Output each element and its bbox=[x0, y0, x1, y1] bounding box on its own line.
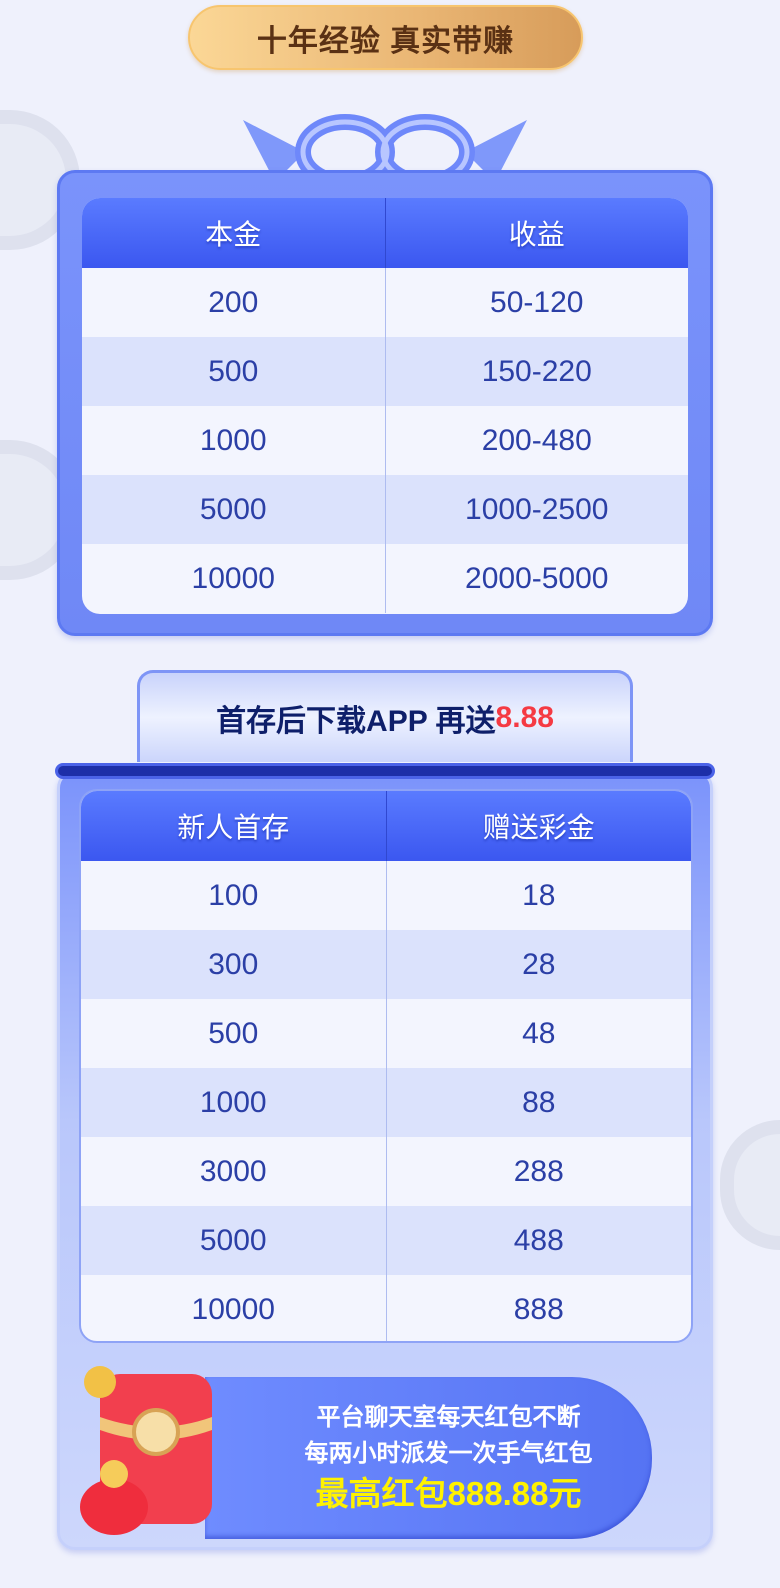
value-cell: 1000-2500 bbox=[465, 492, 609, 526]
principal-returns-table: 本金 收益 200 50-120 500 150-220 1000 200-480 5000… bbox=[82, 198, 688, 614]
amount-cell: 100 bbox=[81, 861, 387, 930]
title-banner: 十年经验 真实带赚 bbox=[188, 5, 583, 70]
value-cell: 2000-5000 bbox=[465, 561, 609, 595]
value-cell: 48 bbox=[522, 1016, 556, 1050]
table-row: 3000 288 bbox=[81, 1137, 691, 1206]
banner-title: 十年经验 真实带赚 bbox=[256, 24, 515, 58]
amount-cell: 500 bbox=[82, 337, 386, 406]
header-principal: 本金 bbox=[82, 198, 386, 268]
table-row: 1000 88 bbox=[81, 1068, 691, 1137]
amount-cell: 1000 bbox=[82, 406, 386, 475]
value-cell: 88 bbox=[522, 1085, 556, 1119]
table-row: 500 48 bbox=[81, 999, 691, 1068]
box-lid bbox=[55, 763, 715, 779]
value-cell: 200-480 bbox=[481, 423, 592, 457]
red-packet-highlight: 最高红包888.88元 bbox=[315, 1475, 582, 1512]
table-row: 5000 488 bbox=[81, 1206, 691, 1275]
amount-cell: 3000 bbox=[81, 1137, 387, 1206]
amount-cell: 500 bbox=[81, 999, 387, 1068]
amount-cell: 200 bbox=[82, 268, 386, 337]
promo-tab: 首存后下载APP 再送 8.88 bbox=[137, 670, 633, 762]
table-row: 300 28 bbox=[81, 930, 691, 999]
value-cell: 288 bbox=[513, 1154, 564, 1188]
table-row: 10000 2000-5000 bbox=[82, 544, 688, 613]
value-cell: 28 bbox=[522, 947, 556, 981]
amount-cell: 5000 bbox=[82, 475, 386, 544]
header-first-deposit: 新人首存 bbox=[81, 791, 387, 861]
value-cell: 150-220 bbox=[481, 354, 592, 388]
table-row: 5000 1000-2500 bbox=[82, 475, 688, 544]
table-row: 100 18 bbox=[81, 861, 691, 930]
promo-amount: 8.88 bbox=[495, 700, 554, 734]
table-row: 500 150-220 bbox=[82, 337, 688, 406]
amount-cell: 5000 bbox=[81, 1206, 387, 1275]
red-packet-line2: 每两小时派发一次手气红包 bbox=[304, 1440, 593, 1467]
table-header: 本金 收益 bbox=[82, 198, 688, 268]
amount-cell: 300 bbox=[81, 930, 387, 999]
header-bonus: 赠送彩金 bbox=[482, 812, 595, 843]
value-cell: 888 bbox=[513, 1292, 564, 1326]
value-cell: 488 bbox=[513, 1223, 564, 1257]
poker-chip-decoration bbox=[720, 1120, 780, 1250]
table-row: 200 50-120 bbox=[82, 268, 688, 337]
table-header: 新人首存 赠送彩金 bbox=[81, 791, 691, 861]
header-returns: 收益 bbox=[508, 219, 565, 250]
table-row: 1000 200-480 bbox=[82, 406, 688, 475]
promo-text: 首存后下载APP 再送 bbox=[216, 704, 496, 738]
table-row: 10000 888 bbox=[81, 1275, 691, 1341]
red-packet-line1: 平台聊天室每天红包不断 bbox=[316, 1404, 581, 1431]
bonus-table: 新人首存 赠送彩金 100 18 300 28 500 48 1000 88 3000 288 50… bbox=[79, 789, 693, 1343]
value-cell: 18 bbox=[522, 878, 556, 912]
red-packet-banner: 平台聊天室每天红包不断 每两小时派发一次手气红包 最高红包888.88元 bbox=[205, 1377, 652, 1539]
amount-cell: 10000 bbox=[82, 544, 386, 613]
value-cell: 50-120 bbox=[490, 285, 584, 319]
amount-cell: 10000 bbox=[81, 1275, 387, 1341]
principal-returns-box: 本金 收益 200 50-120 500 150-220 1000 200-480 5000… bbox=[57, 170, 713, 636]
amount-cell: 1000 bbox=[81, 1068, 387, 1137]
red-envelope-icon bbox=[80, 1366, 212, 1535]
